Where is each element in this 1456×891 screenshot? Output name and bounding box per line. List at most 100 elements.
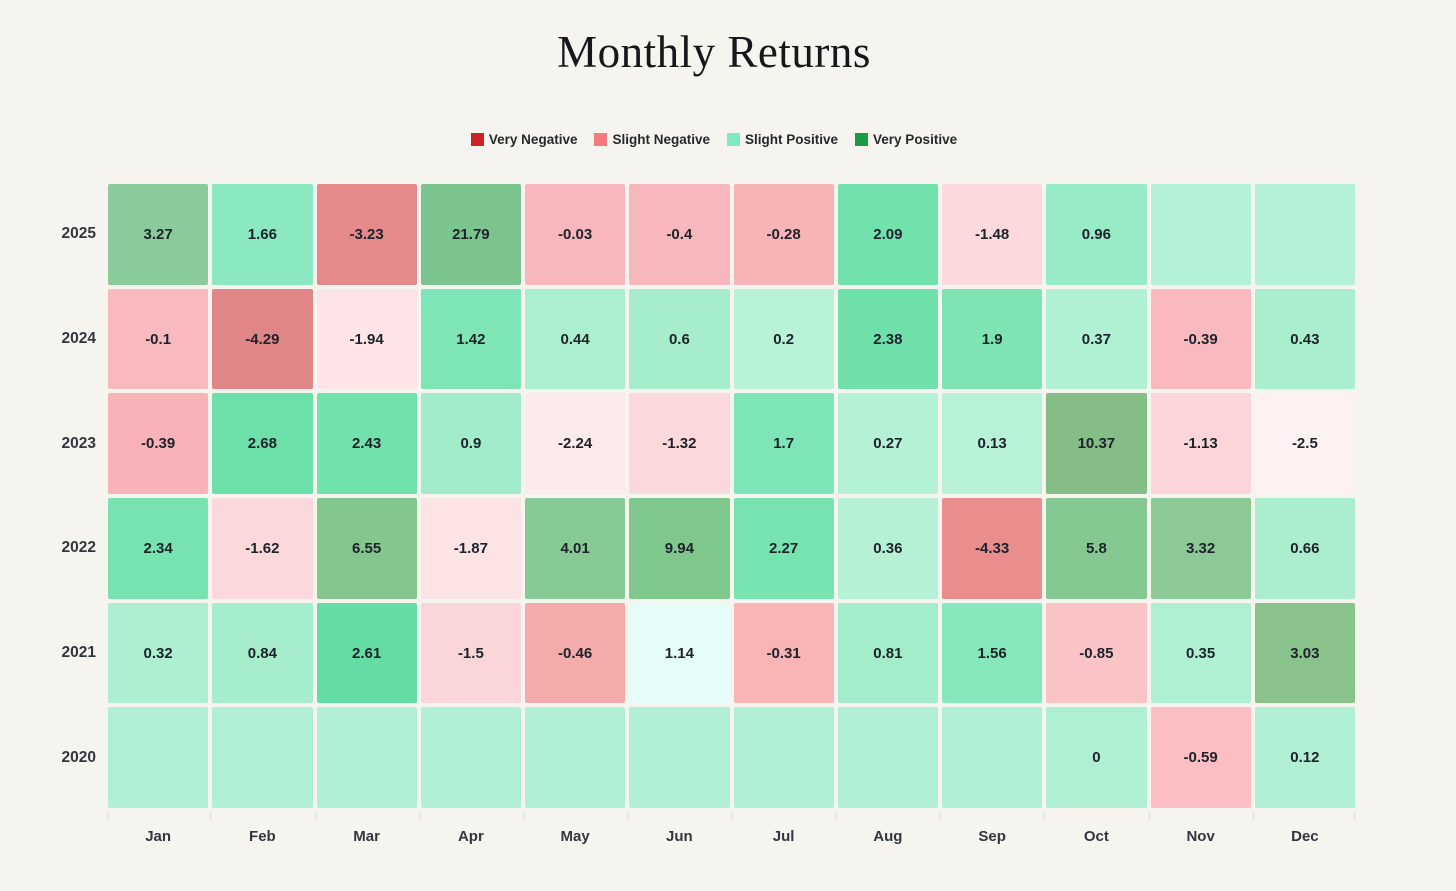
heatmap-cell-2024-jun[interactable]: 0.6	[629, 288, 730, 390]
heatmap-cell-2023-dec[interactable]: -2.5	[1254, 393, 1355, 495]
heatmap-cell-2025-jan[interactable]: 3.27	[108, 184, 209, 285]
heatmap-cell-2022-jul[interactable]: 2.27	[733, 498, 834, 599]
heatmap-cell-2020-may[interactable]	[525, 707, 626, 809]
heatmap-cell-2022-sep[interactable]: -4.33	[942, 498, 1043, 599]
heatmap-cell-2022-may[interactable]: 4.01	[525, 498, 626, 599]
heatmap-cell-2025-feb[interactable]: 1.66	[212, 184, 313, 285]
legend-label: Very Negative	[488, 132, 578, 147]
heatmap-cell-2023-nov[interactable]: -1.13	[1150, 393, 1251, 495]
heatmap-cell-2021-nov[interactable]: 0.35	[1150, 602, 1251, 704]
axis-tick	[210, 813, 212, 819]
heatmap-cell-2020-apr[interactable]	[420, 707, 521, 809]
heatmap-cell-2021-aug[interactable]: 0.81	[837, 602, 938, 704]
legend-swatch-icon	[470, 133, 484, 146]
heatmap-cell-2022-jun[interactable]: 9.94	[629, 498, 730, 599]
heatmap-cell-2025-nov[interactable]	[1150, 184, 1251, 285]
heatmap-cell-2020-jul[interactable]	[733, 707, 834, 809]
x-axis-label-oct: Oct	[1083, 827, 1109, 845]
x-axis-label-jul: Jul	[772, 827, 795, 845]
heatmap-cell-2023-feb[interactable]: 2.68	[212, 393, 313, 495]
legend-label: Very Positive	[873, 132, 958, 147]
heatmap-cell-2024-nov[interactable]: -0.39	[1150, 288, 1251, 390]
heatmap-cell-2021-jul[interactable]: -0.31	[733, 602, 834, 704]
heatmap-cell-2021-dec[interactable]: 3.03	[1254, 602, 1355, 704]
heatmap-cell-2024-aug[interactable]: 2.38	[837, 288, 938, 390]
y-axis-label-2021: 2021	[61, 644, 96, 662]
y-axis-label-2024: 2024	[61, 330, 96, 348]
heatmap-cell-2021-sep[interactable]: 1.56	[942, 602, 1043, 704]
heatmap-cell-2021-jun[interactable]: 1.14	[629, 602, 730, 704]
heatmap-cell-2020-feb[interactable]	[212, 707, 313, 809]
heatmap-cell-2024-apr[interactable]: 1.42	[420, 288, 521, 390]
legend-swatch-icon	[727, 133, 740, 146]
heatmap-cell-2021-oct[interactable]: -0.85	[1046, 602, 1147, 704]
heatmap-cell-2022-mar[interactable]: 6.55	[316, 498, 417, 599]
heatmap-cell-2025-jul[interactable]: -0.28	[733, 184, 834, 285]
axis-tick	[835, 813, 837, 819]
heatmap-cell-2025-mar[interactable]: -3.23	[316, 184, 417, 285]
heatmap-cell-2020-dec[interactable]: 0.12	[1254, 707, 1355, 809]
heatmap-cell-2021-jan[interactable]: 0.32	[108, 602, 209, 704]
heatmap-cell-2024-mar[interactable]: -1.94	[316, 288, 417, 390]
x-axis-label-sep: Sep	[978, 827, 1006, 845]
heatmap-cell-2023-may[interactable]: -2.24	[525, 393, 626, 495]
heatmap-cell-2025-apr[interactable]: 21.79	[420, 184, 521, 285]
heatmap-cell-2021-feb[interactable]: 0.84	[212, 602, 313, 704]
legend-item-very-negative[interactable]: Very Negative	[470, 132, 578, 147]
legend-label: Slight Positive	[745, 132, 839, 147]
legend-item-very-positive[interactable]: Very Positive	[855, 132, 957, 147]
heatmap-cell-2025-dec[interactable]	[1254, 184, 1355, 285]
heatmap-cell-2024-jan[interactable]: -0.1	[108, 288, 209, 390]
heatmap-cell-2023-apr[interactable]: 0.9	[420, 393, 521, 495]
heatmap-cell-2020-jan[interactable]	[108, 707, 209, 809]
x-axis-ticks	[108, 813, 1355, 820]
heatmap-cell-2024-sep[interactable]: 1.9	[942, 288, 1043, 390]
heatmap-cell-2020-jun[interactable]	[629, 707, 730, 809]
y-axis-label-2020: 2020	[61, 748, 96, 766]
heatmap-cell-2022-apr[interactable]: -1.87	[420, 498, 521, 599]
heatmap-cell-2021-apr[interactable]: -1.5	[420, 602, 521, 704]
axis-tick	[940, 813, 941, 819]
heatmap-cell-2020-nov[interactable]: -0.59	[1150, 707, 1251, 809]
heatmap-cell-2023-mar[interactable]: 2.43	[316, 393, 417, 495]
heatmap-cell-2024-jul[interactable]: 0.2	[733, 288, 834, 390]
legend-label: Slight Negative	[612, 132, 710, 147]
axis-tick	[1252, 813, 1254, 819]
heatmap-cell-2024-oct[interactable]: 0.37	[1046, 288, 1147, 390]
heatmap-cell-2025-sep[interactable]: -1.48	[942, 184, 1043, 285]
heatmap-cell-2023-jan[interactable]: -0.39	[108, 393, 209, 495]
heatmap-cell-2021-may[interactable]: -0.46	[525, 602, 626, 704]
heatmap-cell-2022-jan[interactable]: 2.34	[108, 498, 209, 599]
legend-item-slight-positive[interactable]: Slight Positive	[727, 132, 838, 147]
heatmap-cell-2024-may[interactable]: 0.44	[525, 288, 626, 390]
heatmap-cell-2021-mar[interactable]: 2.61	[316, 602, 417, 704]
heatmap-cell-2024-dec[interactable]: 0.43	[1254, 288, 1355, 390]
heatmap-cell-2020-sep[interactable]	[942, 707, 1043, 809]
axis-tick	[523, 813, 524, 819]
heatmap-cell-2025-oct[interactable]: 0.96	[1046, 184, 1147, 285]
heatmap-cell-2025-may[interactable]: -0.03	[525, 184, 626, 285]
legend-item-slight-negative[interactable]: Slight Negative	[594, 132, 710, 147]
heatmap-cell-2020-aug[interactable]	[837, 707, 938, 809]
heatmap-cell-2023-jun[interactable]: -1.32	[629, 393, 730, 495]
heatmap-cell-2020-mar[interactable]	[316, 707, 417, 809]
legend-swatch-icon	[594, 133, 608, 146]
heatmap-cell-2023-sep[interactable]: 0.13	[942, 393, 1043, 495]
heatmap-cell-2022-nov[interactable]: 3.32	[1150, 498, 1251, 599]
heatmap-cell-2022-oct[interactable]: 5.8	[1046, 498, 1147, 599]
heatmap-cell-2023-jul[interactable]: 1.7	[733, 393, 834, 495]
heatmap-cell-2023-aug[interactable]: 0.27	[837, 393, 938, 495]
heatmap-plot-area: 2025 2024 2023 2022 2021 2020 3.27 1.66 -3.23 21…	[62, 184, 1355, 845]
x-axis-label-mar: Mar	[353, 827, 380, 845]
heatmap-cell-2022-aug[interactable]: 0.36	[837, 498, 938, 599]
heatmap-cell-2022-dec[interactable]: 0.66	[1254, 498, 1355, 599]
heatmap-cell-2023-oct[interactable]: 10.37	[1046, 393, 1147, 495]
heatmap-cell-2022-feb[interactable]: -1.62	[212, 498, 313, 599]
heatmap-cell-2024-feb[interactable]: -4.29	[212, 288, 313, 390]
heatmap-cell-2020-oct[interactable]: 0	[1046, 707, 1147, 809]
axis-tick	[731, 813, 733, 819]
heatmap-cell-2025-aug[interactable]: 2.09	[837, 184, 938, 285]
heatmap-grid: 3.27 1.66 -3.23 21.79 -0.03 -0.4 -0.28 2.09 -1.4…	[108, 184, 1355, 809]
heatmap-cell-2025-jun[interactable]: -0.4	[629, 184, 730, 285]
